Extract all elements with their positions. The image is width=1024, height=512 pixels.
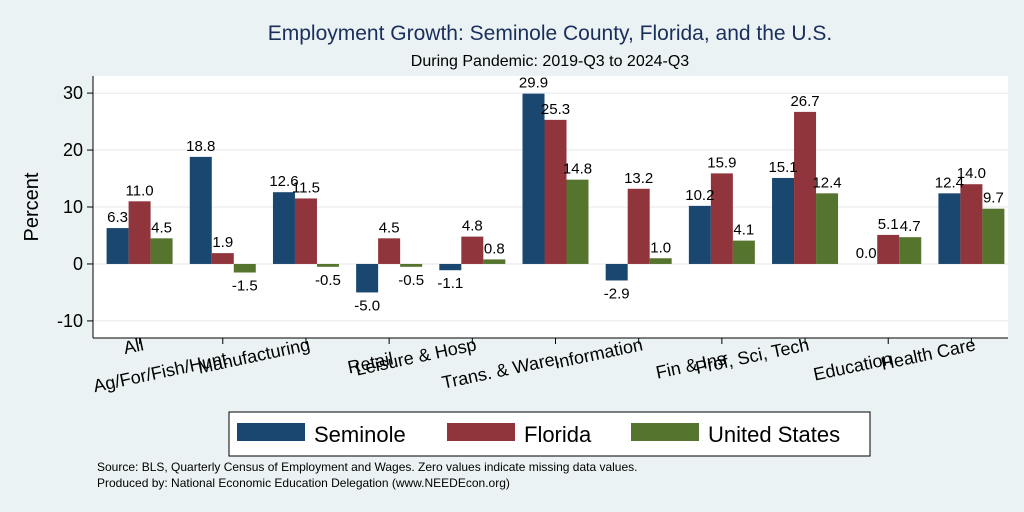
data-label: 5.1	[878, 216, 899, 233]
x-tick-label: Information	[552, 334, 644, 372]
data-label: -0.5	[315, 272, 341, 289]
chart-title: Employment Growth: Seminole County, Flor…	[268, 22, 833, 45]
data-label: 13.2	[624, 170, 653, 187]
legend-label: United States	[708, 422, 840, 447]
bar	[106, 228, 129, 264]
data-label: 29.9	[519, 75, 548, 92]
bar	[356, 263, 379, 293]
legend-swatch	[237, 423, 305, 441]
data-label: 15.1	[768, 159, 797, 176]
data-label: 14.0	[957, 165, 986, 182]
y-axis-label: Percent	[21, 172, 43, 241]
bar	[877, 234, 900, 264]
data-label: -0.5	[398, 272, 424, 289]
legend-swatch	[447, 423, 515, 441]
data-label: 1.9	[212, 234, 233, 251]
bar	[627, 188, 650, 264]
data-label: 9.7	[983, 190, 1004, 207]
data-label: 4.7	[900, 218, 921, 235]
data-label: 12.4	[812, 174, 841, 191]
bar	[649, 258, 672, 264]
legend-label: Seminole	[314, 422, 406, 447]
y-tick-label: -10	[57, 311, 83, 331]
y-tick-label: 20	[63, 140, 83, 160]
data-labels: 6.3 11.0 4.5 18.8 1.9 -1.5 12.611.5 -0.5 -5.0 4.5…	[107, 75, 1004, 315]
x-tick-label: All	[122, 334, 146, 358]
bar	[461, 236, 484, 264]
bar	[605, 263, 628, 281]
bar	[544, 119, 567, 264]
y-tick-label: 0	[73, 254, 83, 274]
bar	[522, 93, 545, 264]
bar	[400, 263, 423, 267]
y-tick-label: 30	[63, 83, 83, 103]
bar	[710, 173, 733, 264]
legend-box	[228, 411, 871, 457]
bar	[439, 263, 462, 271]
x-tick-label: Manufacturing	[196, 334, 312, 377]
y-tick-label: 10	[63, 197, 83, 217]
bar	[566, 179, 589, 264]
bar	[732, 240, 755, 264]
bar	[272, 192, 295, 264]
source-note: Source: BLS, Quarterly Census of Employm…	[97, 460, 637, 474]
legend-swatch	[631, 423, 699, 441]
bar	[211, 253, 234, 264]
legend-label: Florida	[524, 422, 592, 447]
data-label: 4.5	[151, 219, 172, 236]
bar	[483, 259, 506, 264]
data-label: 11.5	[292, 179, 320, 196]
data-label: 25.3	[541, 101, 570, 118]
data-label: 26.7	[790, 93, 819, 110]
data-label: 15.9	[707, 154, 736, 171]
bar	[938, 193, 961, 264]
y-tick-labels: -10 0 10 20 30	[57, 83, 93, 331]
produced-by-note: Produced by: National Economic Education…	[97, 476, 510, 490]
data-label: 6.3	[107, 209, 128, 226]
bar	[128, 201, 151, 264]
data-label: 4.1	[733, 222, 754, 239]
bar	[772, 177, 795, 264]
bar	[794, 111, 817, 264]
data-label: 1.0	[650, 239, 671, 256]
bar	[150, 238, 173, 264]
chart-subtitle: During Pandemic: 2019-Q3 to 2024-Q3	[411, 53, 689, 70]
bar	[816, 193, 839, 264]
data-label: -1.1	[437, 275, 463, 292]
data-label: 4.8	[462, 218, 483, 235]
data-label: 0.8	[484, 240, 505, 257]
data-label: 12.6	[269, 173, 298, 190]
data-label: 0.0	[856, 245, 877, 262]
bar	[189, 156, 212, 264]
data-label: 10.2	[685, 187, 714, 204]
bar	[688, 205, 711, 264]
bars	[106, 93, 1005, 293]
bar	[982, 208, 1005, 264]
bar	[316, 263, 339, 267]
data-label: 18.8	[186, 138, 215, 155]
x-tick-label: Prof, Sci, Tech	[694, 334, 811, 378]
bar	[899, 237, 922, 264]
bar	[378, 238, 401, 264]
x-tick-label: Health Care	[879, 334, 977, 374]
data-label: -2.9	[604, 285, 630, 302]
bar	[233, 263, 256, 273]
data-label: -5.0	[354, 297, 380, 314]
data-label: 14.8	[563, 161, 592, 178]
bar	[294, 198, 317, 264]
legend: Seminole Florida United States	[228, 411, 871, 457]
data-label: 4.5	[379, 219, 400, 236]
bar	[960, 184, 983, 264]
data-label: 12.4	[935, 174, 964, 191]
data-label: 11.0	[126, 182, 154, 199]
data-label: -1.5	[232, 278, 258, 295]
